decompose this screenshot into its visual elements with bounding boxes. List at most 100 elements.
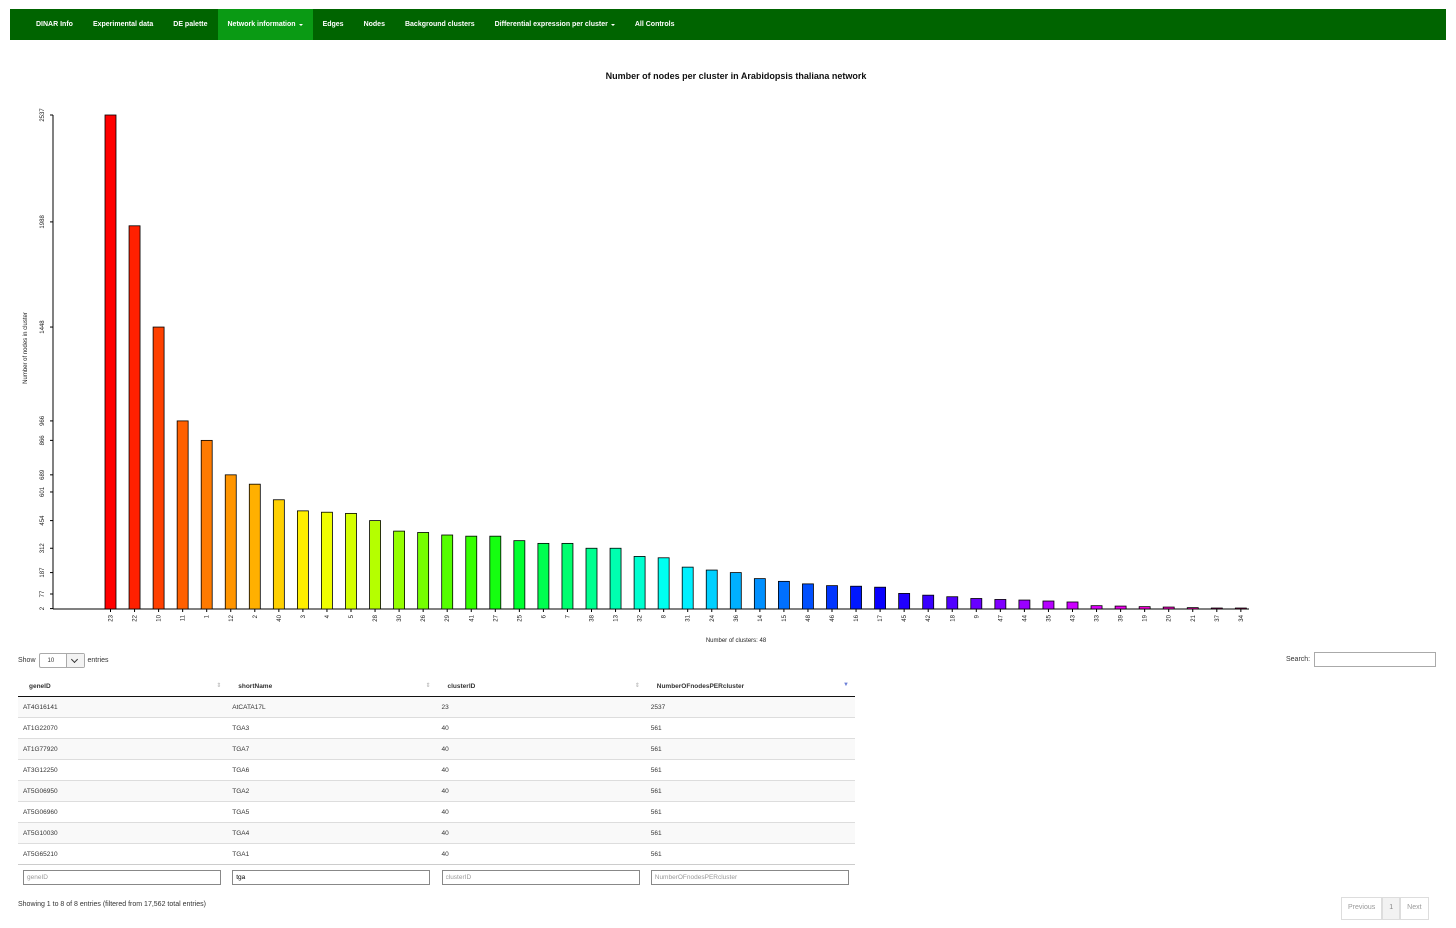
bar: [657, 557, 670, 610]
bar: [224, 474, 237, 610]
next-button[interactable]: Next: [1400, 897, 1429, 920]
x-tick-label: 45: [902, 614, 908, 621]
table-cell: 40: [436, 801, 646, 823]
table-cell: AT1G77920: [18, 738, 228, 760]
column-header-geneid[interactable]: geneID ⇕: [18, 677, 228, 697]
x-tick-label: 1: [205, 614, 211, 618]
nav-item-de-palette[interactable]: DE palette: [163, 9, 217, 40]
x-axis-label: Number of clusters: 48: [706, 638, 767, 644]
x-tick-label: 34: [1239, 614, 1245, 621]
x-tick-label: 10: [157, 614, 163, 621]
nav-item-all-controls[interactable]: All Controls: [625, 9, 685, 40]
column-header-numberofnodespercluster[interactable]: NumberOFnodesPERcluster ▼: [645, 677, 855, 697]
bar: [729, 572, 742, 610]
nav-item-label: Network information: [227, 21, 296, 28]
table-cell: TGA3: [227, 717, 437, 739]
x-tick-label: 8: [662, 614, 668, 618]
filter-input-shortname[interactable]: [232, 870, 431, 885]
nav-item-label: Nodes: [363, 21, 385, 28]
nav-item-label: Edges: [322, 21, 344, 28]
filter-cell: [436, 864, 646, 890]
nav-item-background-clusters[interactable]: Background clusters: [395, 9, 485, 40]
table-row[interactable]: AT1G22070 TGA3 40 561: [18, 717, 855, 739]
caret-down-icon: [610, 23, 615, 26]
bar: [1018, 599, 1031, 610]
filter-row: [18, 864, 855, 890]
table-cell: 40: [436, 717, 646, 739]
nav-item-experimental-data[interactable]: Experimental data: [83, 9, 163, 40]
bar: [441, 534, 454, 610]
table-cell: AT5G65210: [18, 843, 228, 865]
table-cell: 23: [436, 696, 646, 718]
x-tick-label: 22: [133, 614, 139, 621]
x-tick-label: 36: [734, 614, 740, 621]
previous-button[interactable]: Previous: [1341, 897, 1383, 920]
x-tick-label: 7: [565, 614, 571, 618]
filter-input-numberofnodespercluster[interactable]: [650, 870, 849, 885]
nav-item-network-information[interactable]: Network information: [217, 9, 313, 40]
table-cell: AT1G22070: [18, 717, 228, 739]
page-length-select[interactable]: 10: [38, 653, 85, 668]
bar: [1162, 606, 1175, 610]
x-tick-label: 40: [277, 614, 283, 621]
table-cell: AT3G12250: [18, 759, 228, 781]
table-cell: 40: [436, 822, 646, 844]
chevron-down-icon[interactable]: [65, 654, 84, 667]
x-tick-label: 11: [181, 614, 187, 621]
x-tick-label: 6: [541, 614, 547, 618]
x-tick-label: 44: [1022, 614, 1028, 621]
sort-icon: ⇕: [425, 683, 431, 689]
table-row[interactable]: AT5G65210 TGA1 40 561: [18, 843, 855, 865]
x-tick-label: 21: [1191, 614, 1197, 621]
y-tick-label: 187: [40, 567, 46, 578]
nav-item-nodes[interactable]: Nodes: [354, 9, 395, 40]
bar: [176, 420, 189, 610]
bar: [898, 593, 911, 610]
y-tick-label: 454: [40, 515, 46, 526]
bar: [994, 599, 1007, 610]
column-header-shortname[interactable]: shortName ⇕: [227, 677, 437, 697]
x-tick-label: 41: [469, 614, 475, 621]
bar: [802, 583, 814, 610]
search-label: Search:: [1286, 656, 1311, 663]
page-button[interactable]: 1: [1382, 897, 1401, 920]
column-header-label: shortName: [238, 683, 273, 690]
table-cell: AT4G16141: [18, 696, 228, 718]
filter-input-clusterid[interactable]: [441, 870, 640, 885]
nav-item-label: Background clusters: [404, 21, 475, 28]
column-header-clusterid[interactable]: clusterID ⇕: [436, 677, 646, 697]
search-input[interactable]: [1314, 652, 1437, 667]
bar: [609, 547, 622, 610]
table-row[interactable]: AT3G12250 TGA6 40 561: [18, 759, 855, 781]
bar: [874, 586, 886, 610]
bar: [128, 225, 141, 610]
bar: [417, 532, 430, 610]
bar: [537, 542, 550, 610]
x-tick-label: 19: [1143, 614, 1149, 621]
table-cell: AT5G06950: [18, 780, 228, 802]
x-tick-label: 16: [854, 614, 860, 621]
x-tick-label: 26: [421, 614, 427, 621]
table-cell: 561: [645, 843, 855, 865]
bar: [248, 483, 261, 610]
bar: [1186, 607, 1199, 610]
y-tick-label: 966: [40, 415, 46, 426]
table-cell: AT5G10030: [18, 822, 228, 844]
show-label: Show: [18, 657, 36, 664]
filter-input-geneid[interactable]: [23, 870, 221, 885]
table-cell: 40: [436, 738, 646, 760]
bar: [850, 585, 862, 610]
x-tick-label: 2: [253, 614, 259, 618]
bar: [681, 566, 694, 610]
nav-item-edges[interactable]: Edges: [313, 9, 354, 40]
nav-item-dinar-info[interactable]: DINAR Info: [10, 9, 83, 40]
table-row[interactable]: AT1G77920 TGA7 40 561: [18, 738, 855, 760]
table-row[interactable]: AT5G06960 TGA5 40 561: [18, 801, 855, 823]
table-row[interactable]: AT5G10030 TGA4 40 561: [18, 822, 855, 844]
x-tick-label: 37: [1215, 614, 1221, 621]
bar: [1138, 606, 1151, 610]
nav-item-differential-expression-per-cluster[interactable]: Differential expression per cluster: [485, 9, 625, 40]
x-tick-label: 33: [1095, 614, 1101, 621]
table-row[interactable]: AT4G16141 AtCATA17L 23 2537: [18, 696, 855, 718]
table-row[interactable]: AT5G06950 TGA2 40 561: [18, 780, 855, 802]
